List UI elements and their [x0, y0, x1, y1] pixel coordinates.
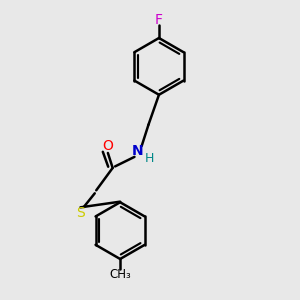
Text: O: O: [102, 140, 113, 153]
Text: F: F: [155, 13, 163, 27]
Text: S: S: [76, 206, 85, 220]
Text: H: H: [145, 152, 154, 165]
Text: N: N: [132, 144, 144, 158]
Text: CH₃: CH₃: [109, 268, 131, 281]
